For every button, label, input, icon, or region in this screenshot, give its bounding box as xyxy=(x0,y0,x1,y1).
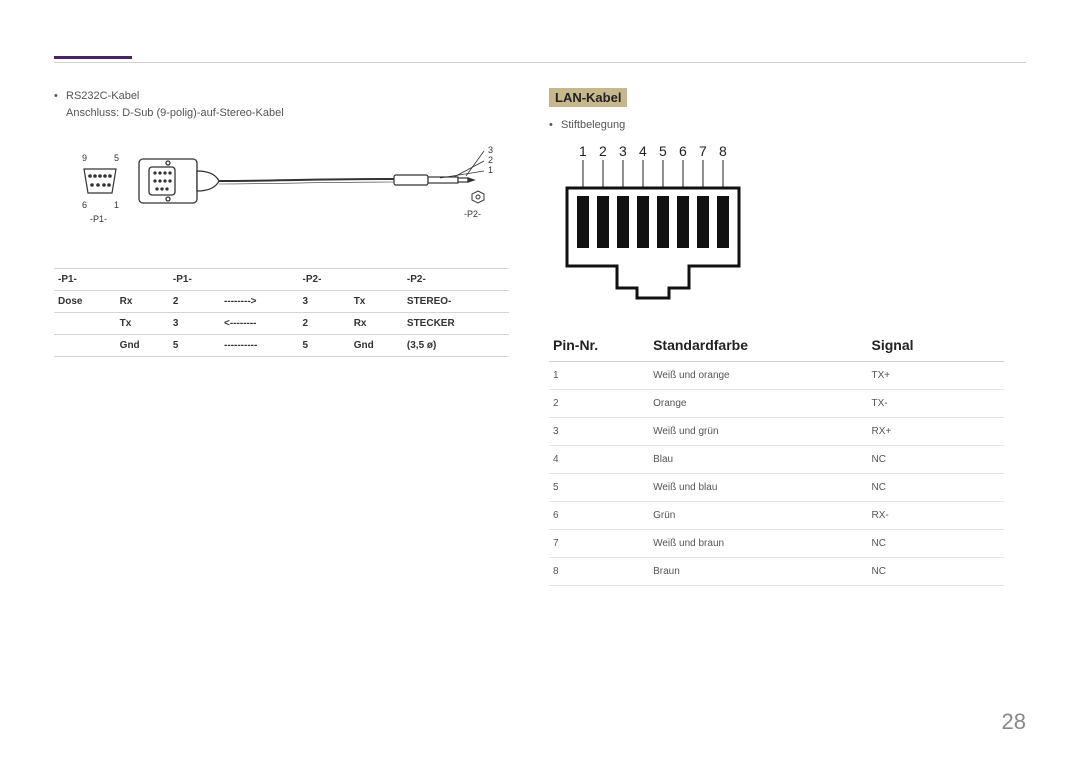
dsub-pin-5: 5 xyxy=(114,153,119,163)
header-rule xyxy=(54,62,1026,63)
left-bullet: •RS232C-Kabel xyxy=(54,88,509,105)
content-columns: •RS232C-Kabel Anschluss: D-Sub (9-polig)… xyxy=(54,88,1026,586)
table-row: 8BraunNC xyxy=(549,557,1004,585)
table-row: 5Weiß und blauNC xyxy=(549,473,1004,501)
th: -P1- xyxy=(169,269,220,291)
header-accent-bar xyxy=(54,56,132,59)
th: Signal xyxy=(867,331,1004,362)
th: -P2- xyxy=(299,269,350,291)
table-row: Gnd 5 ---------- 5 Gnd (3,5 ø) xyxy=(54,335,509,357)
rj-label: 6 xyxy=(679,143,687,159)
rj-label: 4 xyxy=(639,143,647,159)
right-column: LAN-Kabel •Stiftbelegung 1 2 3 4 5 6 7 8 xyxy=(549,88,1004,586)
lan-table-body: 1Weiß und orangeTX+ 2OrangeTX- 3Weiß und… xyxy=(549,361,1004,585)
left-column: •RS232C-Kabel Anschluss: D-Sub (9-polig)… xyxy=(54,88,509,586)
lan-pin-table: Pin-Nr. Standardfarbe Signal 1Weiß und o… xyxy=(549,331,1004,586)
table-row: 7Weiß und braunNC xyxy=(549,529,1004,557)
th: -P1- xyxy=(54,269,116,291)
dsub-pin-1: 1 xyxy=(114,200,119,210)
table-row: Dose Rx 2 --------> 3 Tx STEREO- xyxy=(54,291,509,313)
left-bullet-text: RS232C-Kabel xyxy=(66,90,139,102)
p2-label: -P2- xyxy=(464,209,481,219)
page: •RS232C-Kabel Anschluss: D-Sub (9-polig)… xyxy=(0,0,1080,763)
rj-label: 7 xyxy=(699,143,707,159)
left-subline: Anschluss: D-Sub (9-polig)-auf-Stereo-Ka… xyxy=(66,105,509,122)
lan-section-title: LAN-Kabel xyxy=(549,88,627,107)
table-row: 4BlauNC xyxy=(549,445,1004,473)
right-bullet-text: Stiftbelegung xyxy=(561,119,625,131)
rs232-pin-table: -P1- -P1- -P2- -P2- Dose Rx 2 ------- xyxy=(54,268,509,357)
table-row: Tx 3 <-------- 2 Rx STECKER xyxy=(54,313,509,335)
page-number: 28 xyxy=(1002,709,1026,735)
jack-1: 1 xyxy=(488,165,493,175)
dsub-pin-6: 6 xyxy=(82,200,87,210)
th: -P2- xyxy=(403,269,509,291)
rj-label: 3 xyxy=(619,143,627,159)
rj-label: 8 xyxy=(719,143,727,159)
th: Standardfarbe xyxy=(649,331,867,362)
table-row: 3Weiß und grünRX+ xyxy=(549,417,1004,445)
table-row: 6GrünRX- xyxy=(549,501,1004,529)
rj-label: 1 xyxy=(579,143,587,159)
table-header-row: Pin-Nr. Standardfarbe Signal xyxy=(549,331,1004,362)
table-row: 1Weiß und orangeTX+ xyxy=(549,361,1004,389)
rj-label: 2 xyxy=(599,143,607,159)
rj45-figure: 1 2 3 4 5 6 7 8 xyxy=(549,138,1004,313)
table-header-row: -P1- -P1- -P2- -P2- xyxy=(54,269,509,291)
rj-label: 5 xyxy=(659,143,667,159)
p1-label: -P1- xyxy=(90,214,107,224)
table-row: 2OrangeTX- xyxy=(549,389,1004,417)
rj45-svg: 1 2 3 4 5 6 7 8 xyxy=(549,138,769,308)
th xyxy=(116,269,169,291)
dsub-pin-9: 9 xyxy=(82,153,87,163)
th xyxy=(350,269,403,291)
th: Pin-Nr. xyxy=(549,331,649,362)
jack-2: 2 xyxy=(488,155,493,165)
rs232-figure: 9 5 6 1 -P1- xyxy=(54,131,509,256)
right-bullet: •Stiftbelegung xyxy=(549,117,1004,134)
th xyxy=(220,269,299,291)
jack-3: 3 xyxy=(488,145,493,155)
rs232-svg: 9 5 6 1 -P1- xyxy=(54,131,509,251)
